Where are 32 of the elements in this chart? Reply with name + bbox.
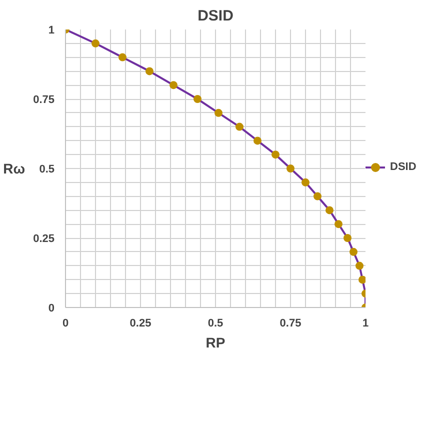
- point: [118, 53, 126, 62]
- point: [214, 108, 222, 117]
- x-tick-label: 0.5: [208, 318, 224, 330]
- point: [302, 178, 310, 186]
- y-tick-label: 1: [48, 24, 55, 36]
- point: [286, 164, 294, 172]
- x-tick-label: 0.25: [130, 318, 152, 330]
- point: [334, 220, 342, 228]
- point: [314, 192, 322, 200]
- x-tick-label: 0: [62, 318, 69, 330]
- point: [236, 122, 244, 131]
- y-axis-title: Rω: [3, 160, 26, 176]
- point: [194, 95, 202, 103]
- point: [358, 276, 366, 284]
- y-tick-label: 0.25: [33, 233, 55, 245]
- point: [356, 262, 364, 270]
- point: [146, 67, 154, 76]
- x-tick-label: 0.75: [280, 318, 302, 330]
- x-tick-label: 1: [362, 318, 369, 330]
- point: [170, 81, 178, 90]
- point: [272, 150, 280, 159]
- point: [350, 248, 358, 256]
- legend-label: DSID: [390, 161, 416, 173]
- chart-title: DSID: [198, 8, 234, 24]
- y-tick-label: 0: [48, 302, 55, 314]
- point: [326, 206, 334, 214]
- y-tick-label: 0.5: [39, 164, 55, 176]
- point: [254, 136, 262, 145]
- y-tick-label: 0.75: [33, 94, 55, 106]
- point: [344, 234, 352, 242]
- point: [92, 39, 100, 48]
- x-axis-title: RP: [206, 334, 226, 350]
